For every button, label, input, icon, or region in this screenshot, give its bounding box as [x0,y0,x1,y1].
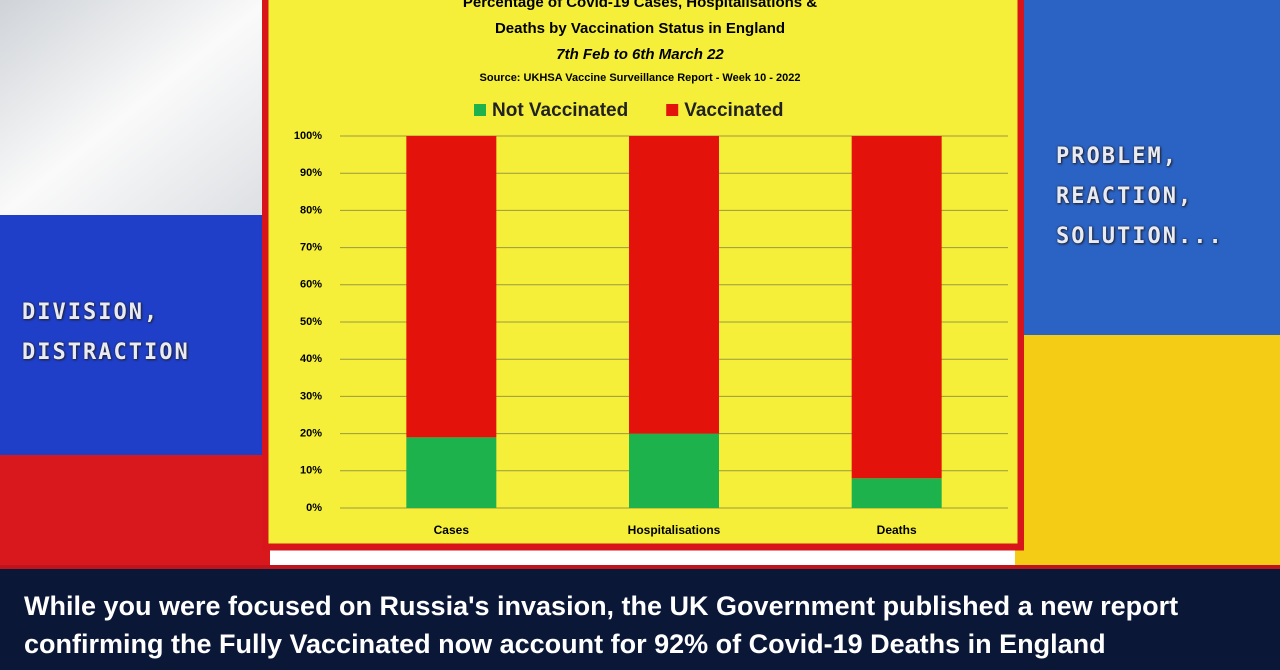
legend-swatch [474,104,486,116]
chart-subtitle: 7th Feb to 6th March 22 [556,46,724,63]
caption: While you were focused on Russia's invas… [0,565,1280,670]
chart-source: Source: UKHSA Vaccine Surveillance Repor… [480,72,801,84]
x-tick-label: Deaths [877,523,917,537]
chart-title: Percentage of Covid-19 Cases, Hospitalis… [463,0,817,11]
bar-segment [629,136,719,434]
right-text: PROBLEM, REACTION, SOLUTION... [1056,137,1224,257]
bar-segment [406,136,497,438]
y-tick-label: 20% [300,428,322,440]
y-tick-label: 10% [300,465,322,477]
legend-label: Vaccinated [684,100,783,121]
bar-segment [629,433,719,508]
caption-line: confirming the Fully Vaccinated now acco… [24,629,1106,659]
left-line: DISTRACTION [22,340,190,365]
right-line: SOLUTION... [1056,224,1224,249]
y-tick-label: 90% [300,167,322,179]
legend-label: Not Vaccinated [492,100,628,121]
y-tick-label: 80% [300,204,322,216]
y-tick-label: 70% [300,242,322,254]
chart-title: Deaths by Vaccination Status in England [495,20,785,37]
right-line: PROBLEM, [1056,144,1178,169]
y-tick-label: 50% [300,316,322,328]
caption-line: While you were focused on Russia's invas… [24,591,1179,621]
bar-segment [851,136,942,479]
left-line: DIVISION, [22,300,160,325]
y-tick-label: 60% [300,279,322,291]
legend-swatch [666,104,679,116]
x-tick-label: Hospitalisations [628,523,721,537]
y-tick-label: 100% [294,130,322,142]
left-text: DIVISION, DISTRACTION [22,293,190,373]
x-tick-label: Cases [434,523,470,537]
bar-segment [406,437,497,508]
y-tick-label: 30% [300,390,322,402]
chart: Percentage of Covid-19 Cases, Hospitalis… [262,0,1024,551]
right-line: REACTION, [1056,184,1194,209]
y-tick-label: 40% [300,353,322,365]
y-tick-label: 0% [306,502,322,514]
bar-segment [851,478,942,508]
